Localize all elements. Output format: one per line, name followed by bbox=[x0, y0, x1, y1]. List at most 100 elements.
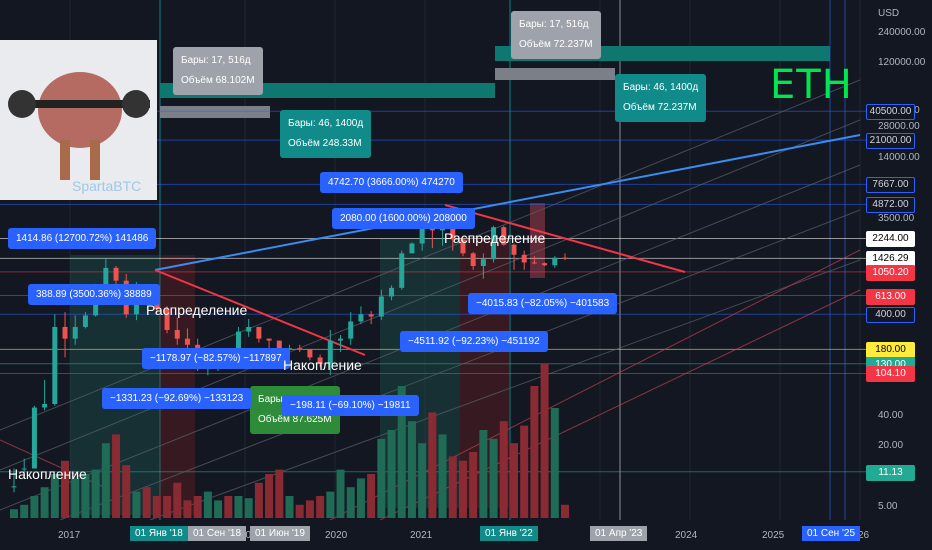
x-tick: 2021 bbox=[410, 530, 433, 541]
volume-bar bbox=[91, 469, 100, 518]
candle-body bbox=[358, 314, 364, 322]
volume-bar bbox=[397, 386, 406, 518]
y-tick: 14000.00 bbox=[878, 151, 920, 163]
y-tick: 20.00 bbox=[878, 440, 904, 452]
candle-body bbox=[266, 338, 272, 341]
y-tick: 28000.00 bbox=[878, 121, 920, 133]
price-tag: 40500.00 bbox=[866, 104, 915, 121]
candle-body bbox=[21, 468, 27, 470]
candle-body bbox=[491, 227, 497, 260]
volume-bar bbox=[122, 465, 131, 518]
volume-bar bbox=[101, 443, 110, 518]
y-tick: 240000.00 bbox=[878, 27, 926, 38]
volume-bar bbox=[224, 496, 233, 518]
price-tag: 2244.00 bbox=[866, 231, 915, 248]
volume-bar bbox=[20, 504, 29, 518]
volume-bar bbox=[305, 500, 314, 518]
volume-bar bbox=[295, 504, 304, 518]
x-highlight-tag: 01 Сен '18 bbox=[188, 526, 247, 541]
candle-body bbox=[246, 326, 252, 332]
volume-band bbox=[495, 68, 615, 80]
candle-body bbox=[327, 340, 333, 364]
candle-body bbox=[368, 314, 374, 317]
volume-bar bbox=[30, 496, 39, 518]
candle-body bbox=[42, 404, 48, 408]
trend-line bbox=[154, 134, 861, 271]
volume-bar bbox=[275, 469, 284, 518]
volume-bar bbox=[407, 421, 416, 518]
price-tag: 104.10 bbox=[866, 366, 915, 383]
measure-annotation: −1331.23 (−92.69%) −133123 bbox=[102, 388, 252, 409]
volume-bar bbox=[550, 408, 559, 518]
volume-bar bbox=[285, 496, 294, 518]
volume-bar bbox=[448, 456, 457, 518]
measure-annotation: 4742.70 (3666.00%) 474270 bbox=[320, 172, 463, 193]
volume-bar bbox=[81, 474, 90, 518]
volume-bar bbox=[561, 504, 569, 518]
price-tag: 1050.20 bbox=[866, 264, 915, 281]
volume-bar bbox=[387, 430, 396, 518]
y-tick: 120000.00 bbox=[878, 57, 926, 69]
volume-bar bbox=[203, 491, 212, 518]
candle-body bbox=[531, 262, 537, 264]
volume-bar bbox=[428, 412, 437, 518]
volume-bar bbox=[163, 496, 172, 518]
bars-annotation: Бары: 46, 1400д Объём 72.237M bbox=[615, 74, 707, 122]
phase-label: Распределение bbox=[444, 230, 546, 246]
candle-body bbox=[460, 239, 466, 254]
candle-body bbox=[389, 287, 395, 297]
volume-bar bbox=[234, 496, 243, 518]
candle-body bbox=[470, 253, 476, 266]
candle-body bbox=[552, 257, 558, 266]
channel-line bbox=[0, 79, 861, 431]
price-tag: 4872.00 bbox=[866, 197, 915, 214]
candle-body bbox=[62, 326, 68, 339]
measure-annotation: −198.11 (−69.10%) −19811 bbox=[282, 395, 419, 416]
volume-bar bbox=[540, 364, 549, 518]
y-tick: 3500.00 bbox=[878, 212, 915, 224]
candle-body bbox=[501, 227, 507, 245]
volume-bar bbox=[489, 438, 498, 518]
candle-body bbox=[317, 357, 323, 364]
measure-annotation: 388.89 (3500.36%) 38889 bbox=[28, 284, 160, 305]
candle-body bbox=[52, 326, 58, 405]
channel-line bbox=[59, 209, 861, 521]
volume-bar bbox=[377, 438, 386, 518]
price-tag: 21000.00 bbox=[866, 133, 915, 150]
candle-body bbox=[542, 263, 548, 266]
x-highlight-tag: 01 Апр '23 bbox=[590, 526, 648, 541]
candle-body bbox=[480, 259, 486, 266]
bars-annotation: Бары: 17, 516д Объём 68.102M bbox=[173, 47, 263, 95]
measure-annotation: −4511.92 (−92.23%) −451192 bbox=[400, 331, 548, 352]
volume-bar bbox=[50, 474, 59, 518]
volume-bar bbox=[499, 421, 508, 518]
candle-body bbox=[184, 338, 190, 345]
y-tick: 5.00 bbox=[878, 501, 898, 512]
x-highlight-tag: 01 Сен '25 bbox=[802, 526, 861, 541]
x-tick: 2020 bbox=[325, 530, 348, 541]
volume-bar bbox=[132, 491, 141, 518]
volume-bar bbox=[10, 509, 18, 518]
measure-annotation: 1414.86 (12700.72%) 141486 bbox=[8, 228, 157, 249]
volume-bar bbox=[40, 487, 49, 518]
bars-annotation: Бары: 46, 1400д Объём 248.33M bbox=[280, 110, 372, 158]
measure-annotation: −4015.83 (−82.05%) −401583 bbox=[468, 293, 618, 314]
volume-bar bbox=[61, 460, 70, 518]
candle-body bbox=[72, 326, 78, 339]
x-tick: 2025 bbox=[762, 530, 785, 541]
channel-line bbox=[0, 119, 861, 471]
candle-body bbox=[338, 338, 344, 341]
volume-bar bbox=[356, 478, 365, 518]
volume-bar bbox=[367, 474, 376, 518]
volume-bar bbox=[469, 452, 478, 518]
x-highlight-tag: 01 Июн '19 bbox=[250, 526, 310, 541]
bars-annotation: Бары: 17, 516д Объём 72.237M bbox=[511, 11, 601, 59]
candle-body bbox=[399, 253, 405, 288]
volume-band bbox=[160, 106, 270, 118]
x-tick: 2017 bbox=[58, 530, 81, 541]
candle-body bbox=[378, 296, 384, 317]
phase-label: Накопление bbox=[8, 466, 87, 482]
candle-body bbox=[511, 244, 517, 255]
ticker-label: ETH bbox=[770, 62, 853, 108]
volume-bar bbox=[326, 491, 335, 518]
